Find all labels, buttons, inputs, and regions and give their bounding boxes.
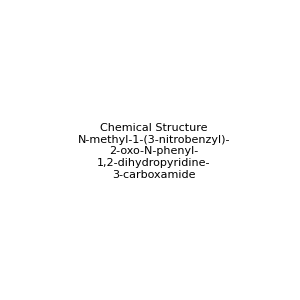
Text: Chemical Structure
N-methyl-1-(3-nitrobenzyl)-
2-oxo-N-phenyl-
1,2-dihydropyridi: Chemical Structure N-methyl-1-(3-nitrobe…	[77, 123, 230, 180]
